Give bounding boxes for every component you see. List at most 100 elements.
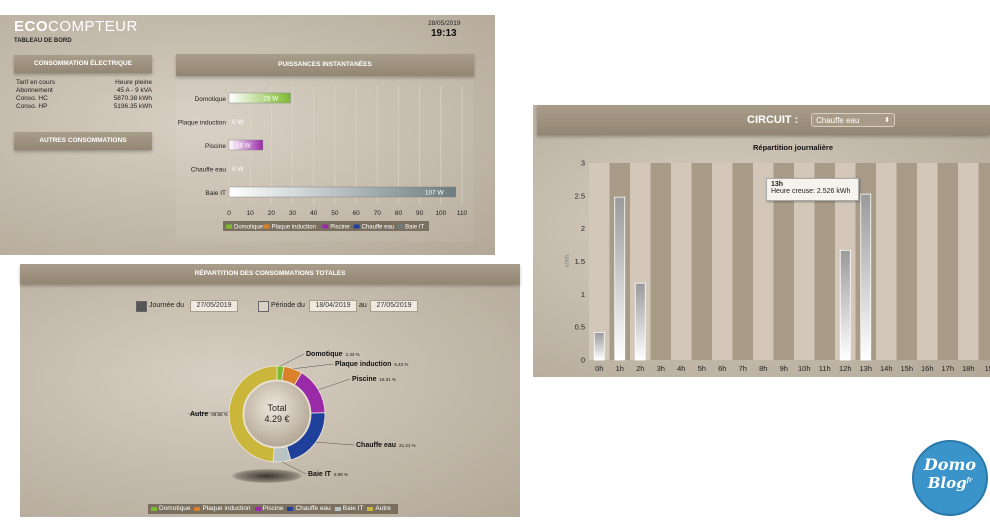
- x-tick-label: 0: [227, 210, 231, 217]
- donut-leader-line: [293, 363, 334, 370]
- x-tick-label: 30: [289, 210, 297, 217]
- x-tick-label: 16h: [921, 364, 934, 373]
- x-tick-label: 100: [435, 210, 446, 217]
- x-tick-label: 19: [985, 364, 990, 373]
- power-bar-value: 107 W: [425, 190, 445, 197]
- bar-category-label: Piscine: [205, 143, 226, 150]
- power-bar: [228, 139, 264, 151]
- donut-slice-label: Domotique 2.33 %: [306, 351, 360, 358]
- conso-row-label: Conso. HC: [16, 95, 48, 102]
- donut-shadow: [232, 469, 302, 483]
- column-band: [917, 163, 938, 360]
- x-tick-label: 2h: [636, 364, 644, 373]
- circuit-select-value: Chauffe eau: [816, 116, 860, 125]
- power-bar: [228, 186, 456, 198]
- power-bar: [228, 92, 291, 104]
- bar-category-label: Domotique: [195, 96, 227, 103]
- donut-total-value: 4.29 €: [264, 414, 290, 424]
- donut-slice-label: Chauffe eau 21.21 %: [356, 442, 416, 449]
- power-legend: Domotique Plaque induction Piscine Chauffe …: [223, 221, 429, 231]
- circuit-bar[interactable]: [860, 193, 872, 361]
- conso-row-value: 5870.38 kWh: [113, 95, 152, 102]
- conso-row-value: Heure pleine: [115, 79, 152, 86]
- power-bar-value: 0 W: [232, 119, 244, 126]
- donut-leader-line: [280, 353, 305, 367]
- other-consumption-header[interactable]: AUTRES CONSOMMATIONS: [14, 132, 152, 150]
- bar-category-label: Baie IT: [205, 190, 226, 197]
- x-tick-label: 1h: [616, 364, 624, 373]
- x-tick-label: 5h: [698, 364, 706, 373]
- circuit-chart: 3 2.5 2 1.5 1 0.5 0 kWh 0h 1h 2h 3h 4h 5h 6h 7h 8h 9h 10h 1…: [565, 159, 990, 373]
- power-header: PUISSANCES INSTANTANÉES: [176, 54, 474, 76]
- legend-swatch: [151, 506, 157, 511]
- x-tick-label: 8h: [759, 364, 767, 373]
- period-to-field[interactable]: 27/05/2019: [370, 300, 418, 312]
- donut-slice[interactable]: [228, 365, 278, 463]
- power-bar-value: 29 W: [263, 96, 279, 103]
- y-tick-label: 2.5: [575, 191, 585, 200]
- repartition-header: RÉPARTITION DES CONSOMMATIONS TOTALES: [20, 264, 520, 284]
- circuit-bar[interactable]: [839, 249, 851, 361]
- x-tick-label: 40: [310, 210, 318, 217]
- circuit-chart-title: Répartition journalière: [752, 143, 833, 152]
- y-tick-label: 3: [581, 159, 585, 168]
- column-band: [712, 163, 733, 360]
- circuit-bar[interactable]: [614, 196, 626, 361]
- header-time: 19:13: [431, 28, 457, 39]
- y-axis-label: kWh: [565, 255, 571, 267]
- conso-row-label: Conso. HP: [16, 103, 48, 110]
- legend-item: Piscine: [254, 505, 284, 512]
- legend-item: Plaque induction: [194, 505, 251, 512]
- legend-label: Piscine: [330, 225, 350, 231]
- circuit-select[interactable]: Chauffe eau ⬍: [811, 113, 895, 127]
- x-tick-label: 18h: [962, 364, 975, 373]
- legend-swatch: [194, 506, 201, 511]
- y-tick-label: 0.5: [575, 323, 585, 332]
- repartition-legend: Domotique Plaque induction Piscine Chauffe …: [148, 504, 398, 514]
- x-tick-label: 10h: [798, 364, 811, 373]
- power-bar-value: 16 W: [236, 143, 252, 150]
- x-tick-label: 9h: [780, 364, 788, 373]
- column-band: [671, 163, 692, 360]
- circuit-label: CIRCUIT :: [747, 114, 799, 126]
- bar-category-label: Plaque induction: [178, 120, 226, 127]
- conso-table: Tarif en cours Heure pleine Abonnement 45 A…: [16, 79, 152, 111]
- logo-line2: Blogfr: [927, 474, 973, 492]
- donut-leader-line: [315, 441, 355, 446]
- column-band: [589, 163, 610, 360]
- x-tick-label: 17h: [941, 364, 954, 373]
- x-tick-label: 6h: [718, 364, 726, 373]
- circuit-bar[interactable]: [593, 332, 605, 361]
- period-to-label: au: [359, 302, 367, 309]
- legend-label: Chauffe eau: [295, 505, 331, 512]
- day-date-field[interactable]: 27/05/2019: [190, 300, 238, 312]
- column-band: [794, 163, 815, 360]
- logo-line1: Domo: [923, 455, 977, 474]
- circuit-bar[interactable]: [634, 282, 646, 361]
- donut-chart: Domotique 2.33 % Plaque induction 6.43 % Pis…: [187, 351, 416, 478]
- period-from-field[interactable]: 18/04/2019: [309, 300, 357, 312]
- x-tick-label: 3h: [657, 364, 665, 373]
- x-tick-label: 4h: [677, 364, 685, 373]
- legend-item: Baie IT: [334, 505, 363, 512]
- day-label: Journée du: [149, 302, 185, 309]
- x-tick-label: 7h: [739, 364, 747, 373]
- legend-label: Baie IT: [405, 225, 424, 231]
- column-band: [691, 163, 712, 360]
- conso-row-value: 45 A - 9 kVA: [116, 87, 152, 94]
- column-band: [732, 163, 753, 360]
- conso-row-label: Abonnement: [16, 87, 53, 94]
- column-band: [978, 163, 990, 360]
- column-band: [753, 163, 774, 360]
- circuit-panel: CIRCUIT : Chauffe eau ⬍ Répartition jour…: [533, 105, 990, 377]
- donut-center: [243, 380, 311, 448]
- conso-header: CONSOMMATION ÉLECTRIQUE: [14, 55, 152, 73]
- conso-row: Conso. HC 5870.38 kWh: [16, 95, 152, 103]
- legend-label: Autre: [375, 505, 391, 512]
- legend-swatch: [334, 506, 341, 511]
- legend-label: Piscine: [262, 505, 284, 512]
- legend-swatch: [353, 224, 360, 229]
- period-checkbox[interactable]: [258, 301, 269, 312]
- legend-label: Plaque induction: [271, 225, 315, 231]
- day-checkbox[interactable]: [136, 301, 147, 312]
